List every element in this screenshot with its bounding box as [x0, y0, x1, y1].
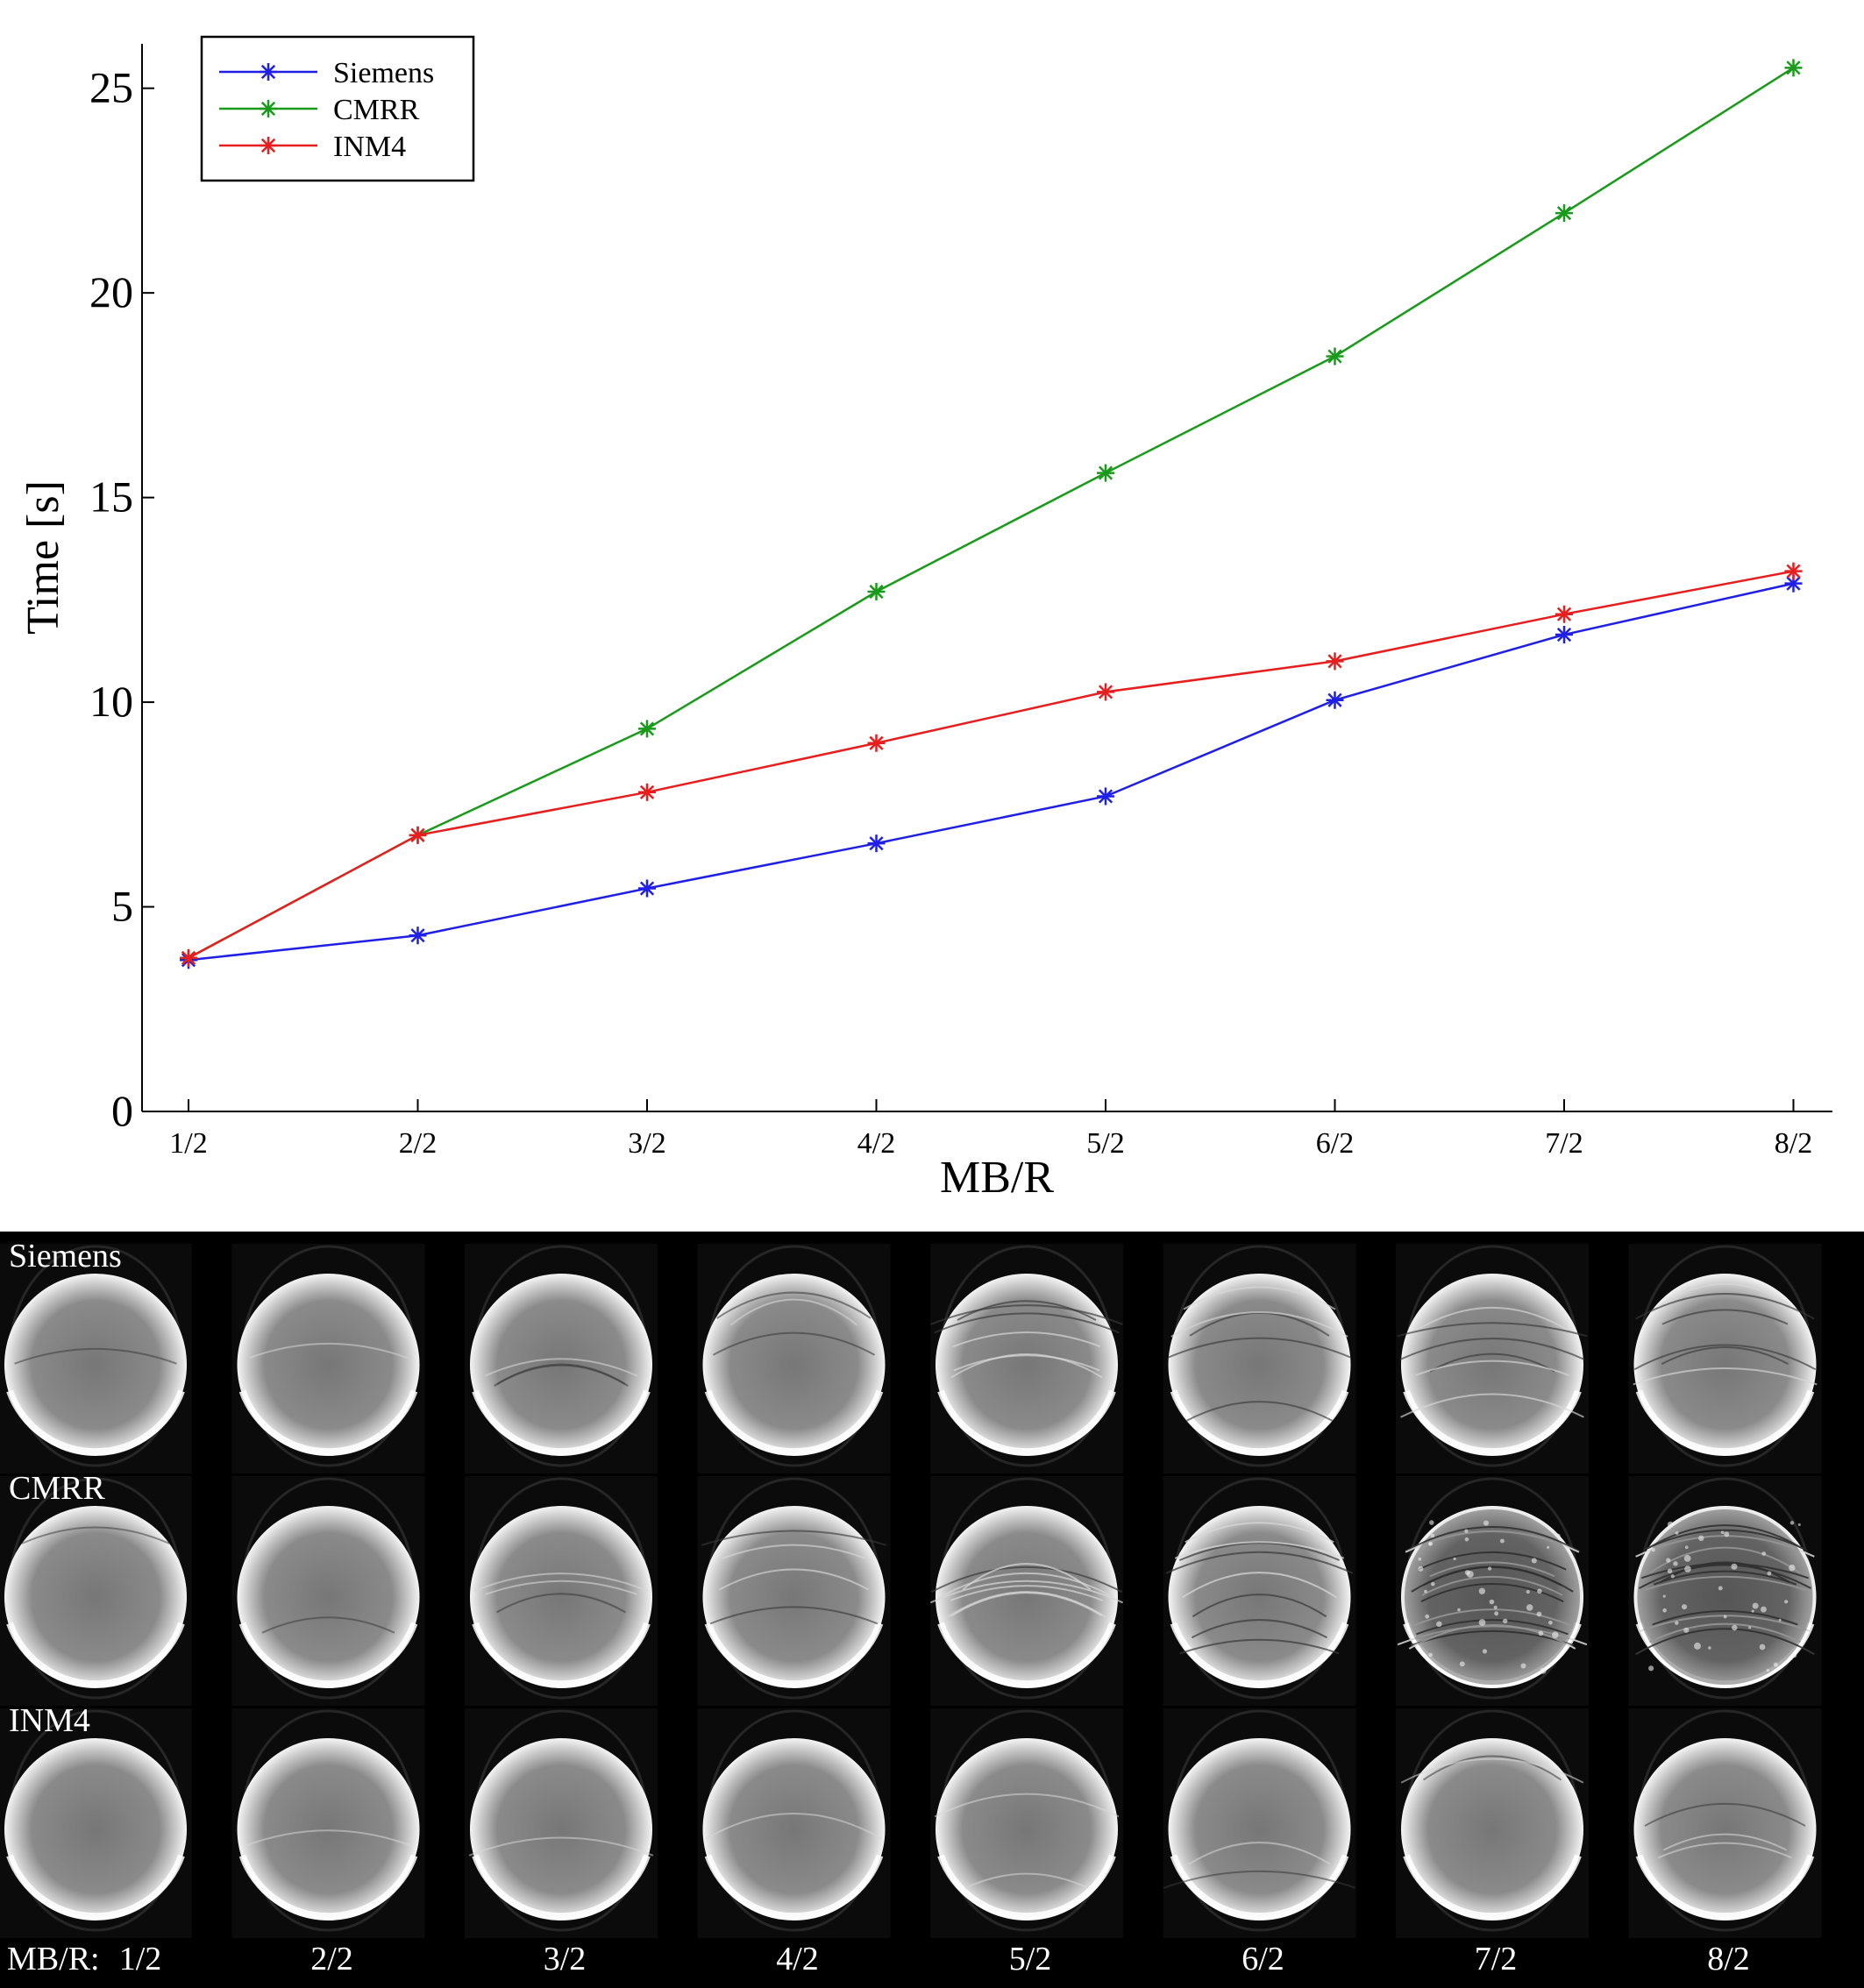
mri-row-labels: Siemens CMRR INM4: [9, 1238, 122, 1739]
mri-image: [1628, 1244, 1822, 1473]
data-point: [638, 879, 656, 898]
mri-image: [697, 1708, 891, 1938]
x-tick-label: 3/2: [628, 1127, 665, 1160]
data-point: [638, 783, 656, 801]
mri-image: [1396, 1708, 1589, 1938]
series-line-cmrr: [188, 67, 1795, 960]
data-point: [1555, 605, 1573, 623]
data-point: [1555, 204, 1573, 223]
legend-marker: [260, 63, 277, 81]
mri-image: [1396, 1476, 1589, 1706]
mri-column-label: 2/2: [310, 1941, 353, 1977]
y-tick-label: 5: [111, 882, 133, 931]
data-point: [867, 834, 886, 853]
mri-image: [0, 1708, 192, 1938]
chart-axes: 0 5 10 15 20 25 1/2 2/2 3/2 4/2 5/2 6/2 7/2 8/2: [89, 44, 1832, 1160]
y-axis-label: Time [s]: [18, 480, 68, 635]
mri-image: [465, 1244, 658, 1473]
mri-column-label: 7/2: [1475, 1941, 1518, 1977]
data-point: [1097, 464, 1114, 482]
x-tick-label: 7/2: [1545, 1127, 1583, 1160]
mri-image: [465, 1708, 658, 1938]
chart-series: [180, 59, 1803, 969]
legend-item-inm4: INM4: [219, 131, 406, 163]
mri-row-label: Siemens: [9, 1238, 122, 1274]
mri-column-label: 3/2: [544, 1941, 587, 1977]
mri-image: [697, 1476, 891, 1706]
mri-column-label: 5/2: [1009, 1941, 1052, 1977]
data-point: [1326, 347, 1344, 366]
mri-image: [231, 1708, 425, 1938]
y-tick-label: 15: [89, 472, 133, 522]
data-point: [1784, 562, 1803, 580]
mri-image: [1628, 1476, 1822, 1706]
data-point: [1555, 626, 1573, 644]
series-inm4: [180, 562, 1803, 967]
mri-image: [231, 1244, 425, 1473]
legend-item-siemens: Siemens: [219, 57, 434, 89]
mri-image: [0, 1476, 192, 1706]
legend-label: CMRR: [333, 94, 420, 126]
x-tick-label: 4/2: [857, 1127, 895, 1160]
mri-image: [930, 1244, 1123, 1473]
data-point: [180, 948, 197, 967]
x-axis-label: MB/R: [940, 1153, 1054, 1203]
mri-image: [465, 1476, 658, 1706]
data-point: [867, 583, 886, 601]
legend-marker: [260, 137, 277, 154]
y-tick-label: 0: [111, 1086, 133, 1135]
mri-image: [1163, 1476, 1356, 1706]
mri-image: [231, 1476, 425, 1706]
data-point: [1097, 787, 1114, 806]
mri-image-panel: Siemens CMRR INM4 MB/R: 1/2 2/2 3/2 4/2 5/2 6/2 7…: [0, 1232, 1864, 1988]
y-tick-label: 10: [89, 677, 133, 726]
mri-column-label: 6/2: [1241, 1941, 1284, 1977]
x-tick-label: 6/2: [1316, 1127, 1354, 1160]
data-point: [409, 826, 427, 844]
mri-image: [1628, 1708, 1822, 1938]
mri-row-label: CMRR: [9, 1470, 105, 1507]
mri-image: [929, 1476, 1124, 1706]
mri-column-prefix: MB/R:: [7, 1941, 100, 1977]
legend-label: INM4: [333, 131, 406, 163]
series-siemens: [180, 574, 1803, 969]
data-point: [638, 720, 656, 738]
series-line-siemens: [188, 582, 1794, 962]
mri-image: [1163, 1708, 1356, 1938]
mri-image-grid: Siemens CMRR INM4 MB/R: 1/2 2/2 3/2 4/2 5/2 6/2 7…: [0, 1238, 1822, 1977]
mri-image: [930, 1708, 1123, 1938]
data-point: [1326, 652, 1344, 671]
mri-column-labels: MB/R: 1/2 2/2 3/2 4/2 5/2 6/2 7/2 8/2: [7, 1941, 1750, 1977]
mri-image: [0, 1244, 192, 1473]
data-point: [409, 927, 427, 945]
data-point: [867, 734, 886, 752]
mri-column-label: 4/2: [776, 1941, 819, 1977]
x-tick-label: 2/2: [399, 1127, 437, 1160]
mri-image: [697, 1244, 891, 1473]
x-tick-label: 1/2: [169, 1127, 207, 1160]
mri-row-label: INM4: [9, 1702, 90, 1739]
mri-image: [1163, 1244, 1356, 1473]
data-point: [1097, 683, 1114, 701]
legend-marker: [260, 100, 277, 117]
y-tick-label: 20: [89, 267, 133, 316]
data-point: [1326, 691, 1344, 709]
x-tick-label: 8/2: [1775, 1127, 1812, 1160]
chart-legend: Siemens CMRR INM4: [200, 35, 475, 182]
mri-image: [1396, 1244, 1589, 1473]
legend-item-cmrr: CMRR: [219, 94, 420, 126]
series-line-inm4: [188, 570, 1794, 960]
mri-column-label: 8/2: [1707, 1941, 1750, 1977]
data-point: [1784, 59, 1803, 77]
x-tick-label: 5/2: [1086, 1127, 1124, 1160]
y-tick-label: 25: [89, 63, 133, 112]
legend-label: Siemens: [333, 57, 434, 89]
mri-column-label: 1/2: [119, 1941, 162, 1977]
mri-cells: [0, 1244, 1822, 1938]
